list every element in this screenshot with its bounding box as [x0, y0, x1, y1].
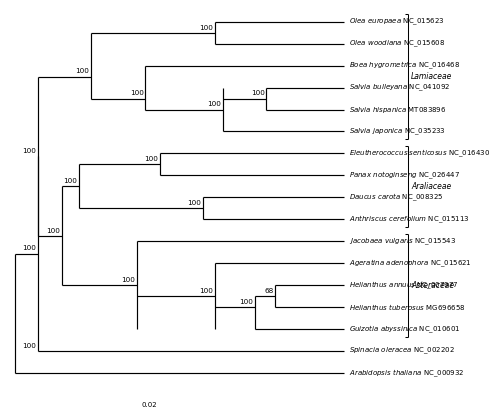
Text: $\it{Olea\ woodiana}$ NC_015608: $\it{Olea\ woodiana}$ NC_015608	[349, 38, 445, 49]
Text: 68: 68	[264, 288, 274, 294]
Text: 100: 100	[121, 277, 135, 283]
Text: $\it{Ageratina\ adenophora}$ NC_015621: $\it{Ageratina\ adenophora}$ NC_015621	[349, 258, 472, 269]
Text: 100: 100	[144, 156, 158, 162]
Text: 0.02: 0.02	[142, 402, 158, 407]
Text: $\it{Guizotia\ abyssinica}$ NC_010601: $\it{Guizotia\ abyssinica}$ NC_010601	[349, 324, 461, 335]
Text: 100: 100	[208, 101, 222, 107]
Text: $\it{Salvia\ japonica}$ NC_035233: $\it{Salvia\ japonica}$ NC_035233	[349, 126, 446, 137]
Text: Lamiaceae: Lamiaceae	[411, 72, 453, 81]
Text: 100: 100	[251, 90, 264, 97]
Text: Asteraceae: Asteraceae	[411, 281, 454, 290]
Text: $\it{Jacobaea\ vulgaris}$ NC_015543: $\it{Jacobaea\ vulgaris}$ NC_015543	[349, 236, 456, 247]
Text: 100: 100	[75, 68, 89, 74]
Text: 100: 100	[130, 90, 143, 97]
Text: $\it{Salvia\ bulleyana}$ NC_041092: $\it{Salvia\ bulleyana}$ NC_041092	[349, 82, 450, 93]
Text: $\it{Spinacia\ oleracea}$ NC_002202: $\it{Spinacia\ oleracea}$ NC_002202	[349, 346, 455, 356]
Text: 100: 100	[22, 148, 36, 154]
Text: 100: 100	[188, 200, 202, 206]
Text: 100: 100	[22, 245, 36, 252]
Text: $\it{Boea\ hygrometrica}$ NC_016468: $\it{Boea\ hygrometrica}$ NC_016468	[349, 60, 460, 72]
Text: $\it{Olea\ europaea}$ NC_015623: $\it{Olea\ europaea}$ NC_015623	[349, 16, 444, 27]
Text: $\it{Eleutherococcus\ senticosus}$ NC_016430: $\it{Eleutherococcus\ senticosus}$ NC_01…	[349, 148, 490, 159]
Text: $\it{Helianthus\ tuberosus}$ MG696658: $\it{Helianthus\ tuberosus}$ MG696658	[349, 302, 466, 312]
Text: $\it{Panax\ notoginseng}$ NC_026447: $\it{Panax\ notoginseng}$ NC_026447	[349, 170, 460, 181]
Text: 100: 100	[46, 227, 60, 234]
Text: 100: 100	[22, 343, 36, 349]
Text: $\it{Anthriscus\ cerefolium}$ NC_015113: $\it{Anthriscus\ cerefolium}$ NC_015113	[349, 213, 470, 225]
Text: 100: 100	[240, 299, 253, 305]
Text: 100: 100	[199, 25, 213, 31]
Text: $\it{Helianthus\ annuus}$ NC_007977: $\it{Helianthus\ annuus}$ NC_007977	[349, 279, 458, 291]
Text: Araliaceae: Araliaceae	[411, 182, 452, 191]
Text: $\it{Arabidopsis\ thaliana}$ NC_000932: $\it{Arabidopsis\ thaliana}$ NC_000932	[349, 367, 465, 379]
Text: $\it{Salvia\ hispanica}$ MT083896: $\it{Salvia\ hispanica}$ MT083896	[349, 105, 446, 115]
Text: $\it{Daucus\ carota}$ NC_008325: $\it{Daucus\ carota}$ NC_008325	[349, 191, 444, 203]
Text: 100: 100	[64, 178, 78, 184]
Text: 100: 100	[199, 288, 213, 294]
